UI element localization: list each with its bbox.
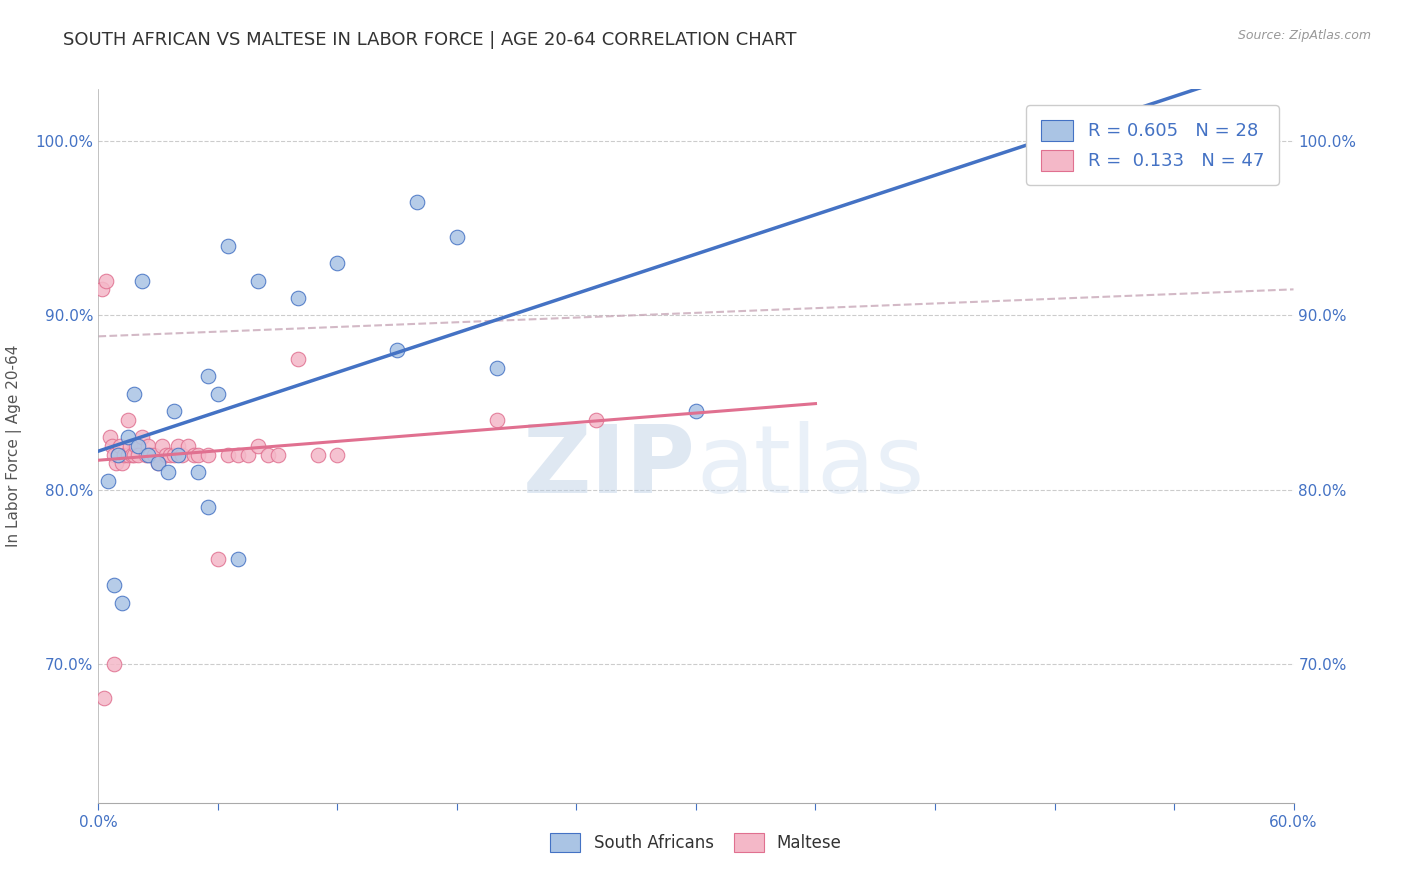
Point [217, 448, 239, 462]
Text: Source: ZipAtlas.com: Source: ZipAtlas.com [1237, 29, 1371, 42]
Point [127, 439, 149, 453]
Point [207, 552, 229, 566]
Point [226, 552, 249, 566]
Point [117, 413, 139, 427]
Point [267, 448, 290, 462]
Point [585, 413, 607, 427]
Point [246, 439, 269, 453]
Point [97, 474, 120, 488]
Point [187, 465, 209, 479]
Point [98, 430, 122, 444]
Point [139, 448, 162, 462]
Point [101, 439, 124, 453]
Point [197, 369, 219, 384]
Point [120, 439, 142, 453]
Point [246, 274, 269, 288]
Point [167, 448, 190, 462]
Point [125, 439, 148, 453]
Point [197, 500, 219, 514]
Point [155, 448, 177, 462]
Point [93, 691, 115, 706]
Text: SOUTH AFRICAN VS MALTESE IN LABOR FORCE | AGE 20-64 CORRELATION CHART: SOUTH AFRICAN VS MALTESE IN LABOR FORCE … [63, 31, 797, 49]
Point [107, 448, 129, 462]
Point [326, 256, 349, 270]
Point [148, 457, 170, 471]
Point [197, 448, 219, 462]
Point [121, 448, 143, 462]
Point [287, 291, 309, 305]
Point [124, 386, 146, 401]
Point [136, 439, 159, 453]
Point [172, 448, 194, 462]
Point [183, 448, 205, 462]
Point [131, 274, 153, 288]
Point [105, 457, 128, 471]
Point [207, 386, 229, 401]
Legend: South Africans, Maltese: South Africans, Maltese [544, 826, 848, 859]
Point [236, 448, 259, 462]
Point [117, 430, 139, 444]
Text: ZIP: ZIP [523, 421, 696, 514]
Point [217, 239, 239, 253]
Point [287, 351, 309, 366]
Point [111, 457, 134, 471]
Text: atlas: atlas [696, 421, 924, 514]
Point [307, 448, 329, 462]
Point [485, 360, 508, 375]
Point [485, 413, 508, 427]
Point [103, 578, 125, 592]
Point [127, 448, 149, 462]
Point [167, 439, 190, 453]
Point [385, 343, 409, 358]
Point [148, 457, 170, 471]
Point [326, 448, 349, 462]
Point [406, 195, 429, 210]
Point [163, 404, 186, 418]
Y-axis label: In Labor Force | Age 20-64: In Labor Force | Age 20-64 [6, 345, 21, 547]
Point [110, 439, 132, 453]
Point [135, 448, 157, 462]
Point [111, 596, 134, 610]
Point [256, 448, 278, 462]
Point [685, 404, 707, 418]
Point [177, 439, 200, 453]
Point [150, 439, 173, 453]
Point [96, 274, 118, 288]
Point [143, 448, 166, 462]
Point [163, 448, 186, 462]
Point [117, 448, 139, 462]
Point [226, 448, 249, 462]
Point [112, 448, 135, 462]
Point [91, 282, 114, 296]
Point [446, 230, 468, 244]
Point [124, 448, 146, 462]
Point [157, 465, 180, 479]
Point [107, 448, 129, 462]
Point [187, 448, 209, 462]
Point [103, 448, 125, 462]
Point [131, 430, 153, 444]
Point [159, 448, 181, 462]
Point [136, 448, 159, 462]
Point [1083, 131, 1105, 145]
Point [103, 657, 125, 671]
